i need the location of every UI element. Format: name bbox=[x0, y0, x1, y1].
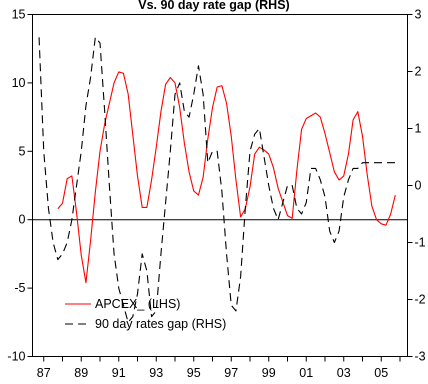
y-right-tick-label: -2 bbox=[415, 293, 426, 307]
plot-area-frame bbox=[32, 14, 408, 357]
x-tick-label: 97 bbox=[224, 366, 238, 380]
y-right-tick-label: 2 bbox=[415, 65, 422, 79]
x-tick-label: 01 bbox=[299, 366, 313, 380]
chart-title: Vs. 90 day rate gap (RHS) bbox=[138, 0, 289, 12]
x-tick-label: 91 bbox=[112, 366, 126, 380]
series-line-apcex bbox=[57, 71, 396, 284]
x-tick-label: 95 bbox=[187, 366, 201, 380]
legend-label: 90 day rates gap (RHS) bbox=[95, 317, 226, 331]
legend: APCEX_ (LHS) 90 day rates gap (RHS) bbox=[65, 297, 226, 331]
x-tick-label: 93 bbox=[149, 366, 163, 380]
y-left-tick-label: 10 bbox=[12, 76, 26, 90]
x-tick-label: 87 bbox=[37, 366, 51, 380]
y-left-tick-label: -10 bbox=[7, 350, 25, 364]
y-left-tick-label: 15 bbox=[12, 8, 26, 22]
y-left-tick-label: 5 bbox=[19, 144, 26, 158]
x-tick-label: 99 bbox=[262, 366, 276, 380]
y-right-tick-label: 3 bbox=[415, 8, 422, 22]
legend-label: APCEX_ (LHS) bbox=[95, 297, 180, 311]
y-right-tick-label: 1 bbox=[415, 122, 422, 136]
x-tick-label: 03 bbox=[337, 366, 351, 380]
y-right-tick-label: 0 bbox=[415, 179, 422, 193]
series-line-rates-gap bbox=[38, 36, 396, 323]
x-tick-label: 05 bbox=[374, 366, 388, 380]
y-left-tick-label: 0 bbox=[19, 213, 26, 227]
x-tick-label: 89 bbox=[74, 366, 88, 380]
y-right-tick-label: -3 bbox=[415, 350, 426, 364]
y-left-tick-label: -5 bbox=[14, 281, 25, 295]
y-right-tick-label: -1 bbox=[415, 236, 426, 250]
